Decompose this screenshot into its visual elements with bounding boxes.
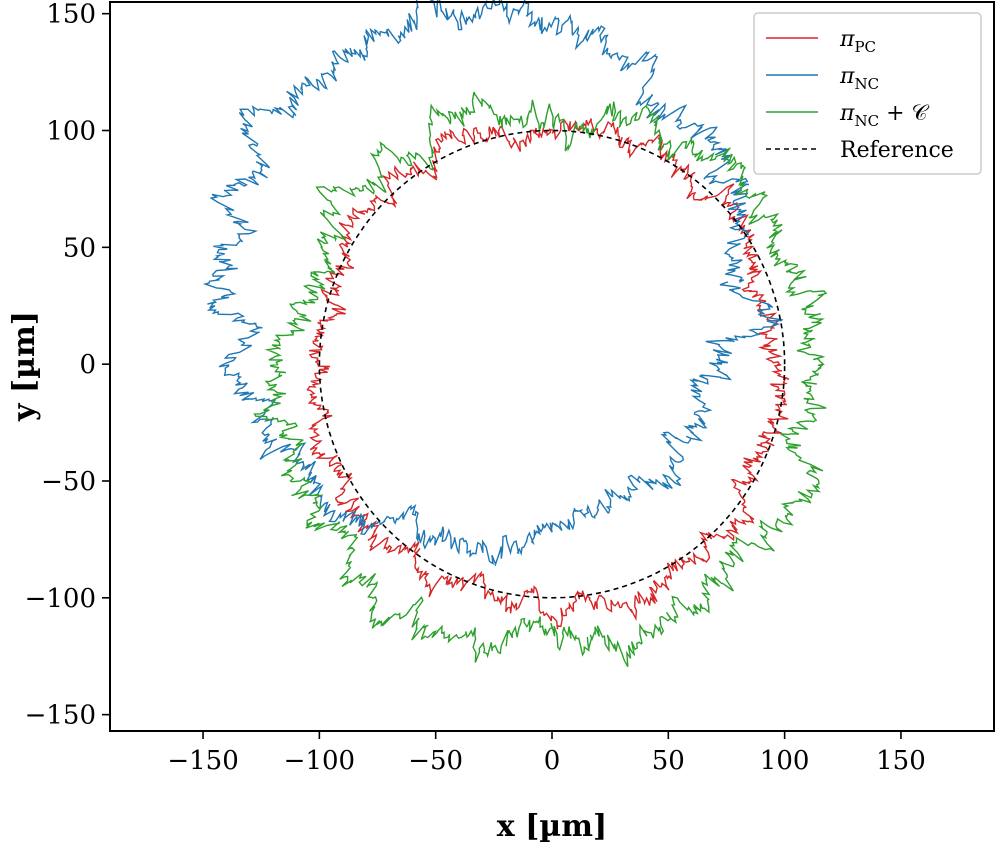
x-tick-label: 100 — [760, 746, 810, 776]
trajectory-traces — [202, 0, 828, 668]
series-line-2 — [253, 91, 828, 668]
y-tick-label: 150 — [46, 0, 96, 30]
legend-box — [753, 12, 982, 175]
x-tick-label: 0 — [544, 746, 561, 776]
y-tick-label: −50 — [41, 467, 96, 497]
y-tick-label: 100 — [46, 117, 96, 147]
y-tick-label: 50 — [63, 233, 96, 263]
legend-label-0: πPC — [839, 27, 876, 56]
x-tick-label: 150 — [876, 746, 926, 776]
series-line-3 — [318, 129, 786, 599]
legend-label-2: πNC + 𝒞 — [839, 101, 929, 130]
x-axis-label: x [µm] — [497, 809, 607, 844]
series-line-1 — [202, 0, 784, 566]
axis-ticks: −150 −100 −50 0 50 100 150 −150 −100 −50 0 50 100 150 — [25, 0, 926, 776]
x-tick-label: −50 — [408, 746, 463, 776]
y-tick-label: 0 — [79, 350, 96, 380]
series-line-0 — [306, 118, 790, 630]
y-tick-label: −100 — [25, 584, 96, 614]
x-tick-label: −150 — [167, 746, 238, 776]
x-tick-label: 50 — [652, 746, 685, 776]
legend-label-1: πNC — [839, 64, 879, 93]
legend-label-3: Reference — [840, 138, 954, 163]
y-tick-label: −150 — [25, 701, 96, 731]
legend: πPC πNC πNC + 𝒞 Reference — [753, 12, 982, 175]
x-tick-label: −100 — [284, 746, 355, 776]
y-axis-label: y [µm] — [7, 311, 42, 422]
